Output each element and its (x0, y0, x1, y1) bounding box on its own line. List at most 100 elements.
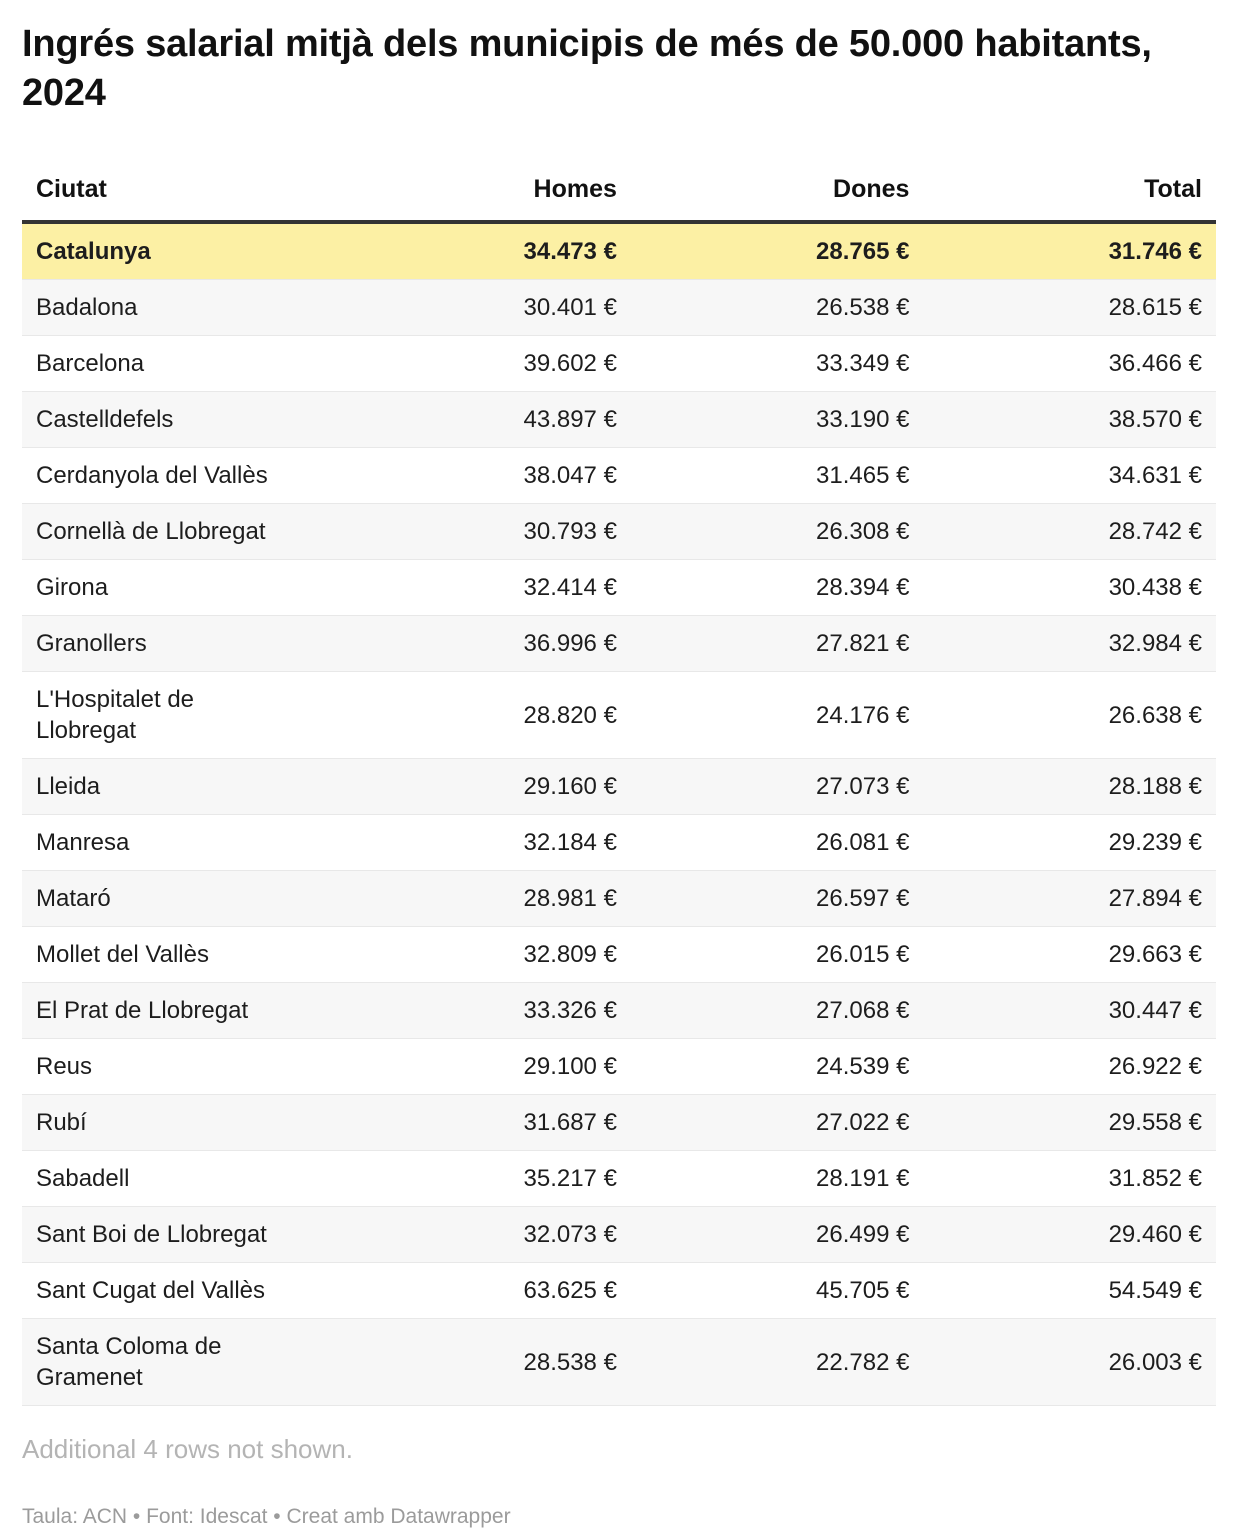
cell-ciutat: Lleida (22, 758, 303, 815)
cell-ciutat: Santa Coloma de Gramenet (22, 1318, 303, 1407)
cell-ciutat: L'Hospitalet de Llobregat (22, 671, 303, 759)
column-header-ciutat: Ciutat (22, 163, 303, 225)
cell-total: 30.438 € (923, 559, 1216, 616)
cell-ciutat: Cerdanyola del Vallès (22, 447, 303, 504)
table-row: Badalona 30.401 €26.538 €28.615 € (22, 279, 1216, 336)
cell-total: 32.984 € (923, 615, 1216, 672)
column-header-total: Total (923, 163, 1216, 225)
cell-total: 28.188 € (923, 758, 1216, 815)
cell-total: 30.447 € (923, 982, 1216, 1039)
cell-homes: 34.473 € (523, 238, 617, 266)
cell-homes: 36.996 € (302, 615, 631, 672)
table-row: Cornellà de Llobregat 30.793 €26.308 €28.… (22, 503, 1216, 560)
additional-rows-note: Additional 4 rows not shown. (22, 1434, 353, 1465)
cell-dones: 28.394 € (630, 559, 924, 616)
table-row: Castelldefels 43.897 €33.190 €38.570 € (22, 391, 1216, 448)
cell-total: 26.922 € (923, 1038, 1216, 1095)
cell-dones: 26.081 € (630, 814, 924, 871)
cell-ciutat: Mollet del Vallès (22, 926, 303, 983)
cell-ciutat: Sant Boi de Llobregat (22, 1206, 303, 1263)
cell-ciutat: Reus (22, 1038, 303, 1095)
cell-ciutat: Barcelona (22, 335, 303, 392)
cell-ciutat: El Prat de Llobregat (22, 982, 303, 1039)
cell-homes: 32.414 € (302, 559, 631, 616)
cell-total: 38.570 € (923, 391, 1216, 448)
cell-total: 31.746 € (1108, 238, 1202, 266)
cell-dones: 26.015 € (630, 926, 924, 983)
cell-dones: 26.597 € (630, 870, 924, 927)
cell-homes: 38.047 € (302, 447, 631, 504)
table-row: Mataró 28.981 €26.597 €27.894 € (22, 870, 1216, 927)
cell-dones: 28.765 € (816, 238, 910, 266)
cell-ciutat: Rubí (22, 1094, 303, 1151)
cell-ciutat: Girona (22, 559, 303, 616)
cell-dones: 28.191 € (630, 1150, 924, 1207)
cell-ciutat: Cornellà de Llobregat (22, 503, 303, 560)
cell-homes: 33.326 € (302, 982, 631, 1039)
cell-total: 27.894 € (923, 870, 1216, 927)
cell-homes: 32.073 € (302, 1206, 631, 1263)
cell-homes: 28.538 € (302, 1318, 631, 1407)
table-row: Sabadell 35.217 €28.191 €31.852 € (22, 1150, 1216, 1207)
table-row: Cerdanyola del Vallès 38.047 €31.465 €34.… (22, 447, 1216, 504)
table-row: Santa Coloma de Gramenet 28.538 €22.782 €… (22, 1318, 1216, 1407)
cell-total: 29.239 € (923, 814, 1216, 871)
cell-homes: 31.687 € (302, 1094, 631, 1151)
cell-ciutat: Sabadell (22, 1150, 303, 1207)
cell-dones: 26.499 € (630, 1206, 924, 1263)
cell-homes: 29.100 € (302, 1038, 631, 1095)
cell-dones: 24.176 € (630, 671, 924, 759)
cell-ciutat: Castelldefels (22, 391, 303, 448)
cell-total: 28.742 € (923, 503, 1216, 560)
table-row: Sant Cugat del Vallès 63.625 €45.705 €54.… (22, 1262, 1216, 1319)
table-row: L'Hospitalet de Llobregat 28.820 €24.176 … (22, 671, 1216, 759)
cell-dones: 26.538 € (630, 279, 924, 336)
cell-homes: 30.401 € (302, 279, 631, 336)
cell-homes: 29.160 € (302, 758, 631, 815)
column-header-homes: Homes (302, 163, 631, 225)
cell-ciutat: Catalunya (36, 238, 151, 266)
cell-ciutat: Badalona (22, 279, 303, 336)
table-row: Granollers 36.996 €27.821 €32.984 € (22, 615, 1216, 672)
source-credit: Taula: ACN • Font: Idescat • Creat amb D… (22, 1505, 511, 1529)
chart-title: Ingrés salarial mitjà dels municipis de … (22, 23, 1152, 114)
cell-total: 29.460 € (923, 1206, 1216, 1263)
table-row: Rubí 31.687 €27.022 €29.558 € (22, 1094, 1216, 1151)
cell-homes: 30.793 € (302, 503, 631, 560)
column-header-dones: Dones (630, 163, 924, 225)
table-body: Catalunya 34.473 € 28.765 € 31.746 € Badalon… (22, 222, 1216, 1407)
table-row: Mollet del Vallès 32.809 €26.015 €29.663 … (22, 926, 1216, 983)
cell-homes: 43.897 € (302, 391, 631, 448)
cell-total: 26.638 € (923, 671, 1216, 759)
cell-total: 29.663 € (923, 926, 1216, 983)
cell-dones: 45.705 € (630, 1262, 924, 1319)
cell-total: 26.003 € (923, 1318, 1216, 1407)
cell-ciutat: Manresa (22, 814, 303, 871)
cell-ciutat: Granollers (22, 615, 303, 672)
table-row: El Prat de Llobregat 33.326 €27.068 €30.4… (22, 982, 1216, 1039)
cell-total: 36.466 € (923, 335, 1216, 392)
cell-dones: 27.821 € (630, 615, 924, 672)
salary-table: Ciutat Homes Dones Total Catalunya 34.473… (22, 163, 1216, 1407)
cell-dones: 31.465 € (630, 447, 924, 504)
cell-homes: 39.602 € (302, 335, 631, 392)
cell-total: 31.852 € (923, 1150, 1216, 1207)
cell-homes: 32.809 € (302, 926, 631, 983)
cell-dones: 33.190 € (630, 391, 924, 448)
cell-total: 29.558 € (923, 1094, 1216, 1151)
table-header-row: Ciutat Homes Dones Total (22, 163, 1216, 225)
cell-homes: 28.820 € (302, 671, 631, 759)
cell-homes: 35.217 € (302, 1150, 631, 1207)
cell-homes: 32.184 € (302, 814, 631, 871)
table-row: Sant Boi de Llobregat 32.073 €26.499 €29.… (22, 1206, 1216, 1263)
table-row: Barcelona 39.602 €33.349 €36.466 € (22, 335, 1216, 392)
cell-dones: 22.782 € (630, 1318, 924, 1407)
cell-total: 54.549 € (923, 1262, 1216, 1319)
table-row: Reus 29.100 €24.539 €26.922 € (22, 1038, 1216, 1095)
cell-dones: 27.022 € (630, 1094, 924, 1151)
table-row: Manresa 32.184 €26.081 €29.239 € (22, 814, 1216, 871)
cell-dones: 27.068 € (630, 982, 924, 1039)
table-header: Ciutat Homes Dones Total (22, 163, 1216, 225)
cell-dones: 26.308 € (630, 503, 924, 560)
